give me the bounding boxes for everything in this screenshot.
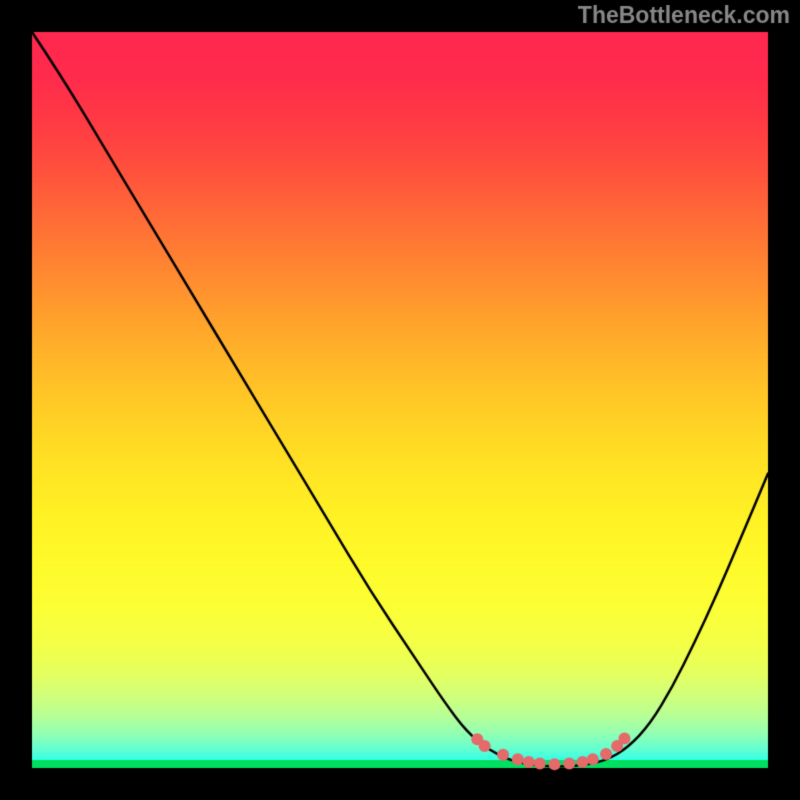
- bottleneck-chart: [0, 0, 800, 800]
